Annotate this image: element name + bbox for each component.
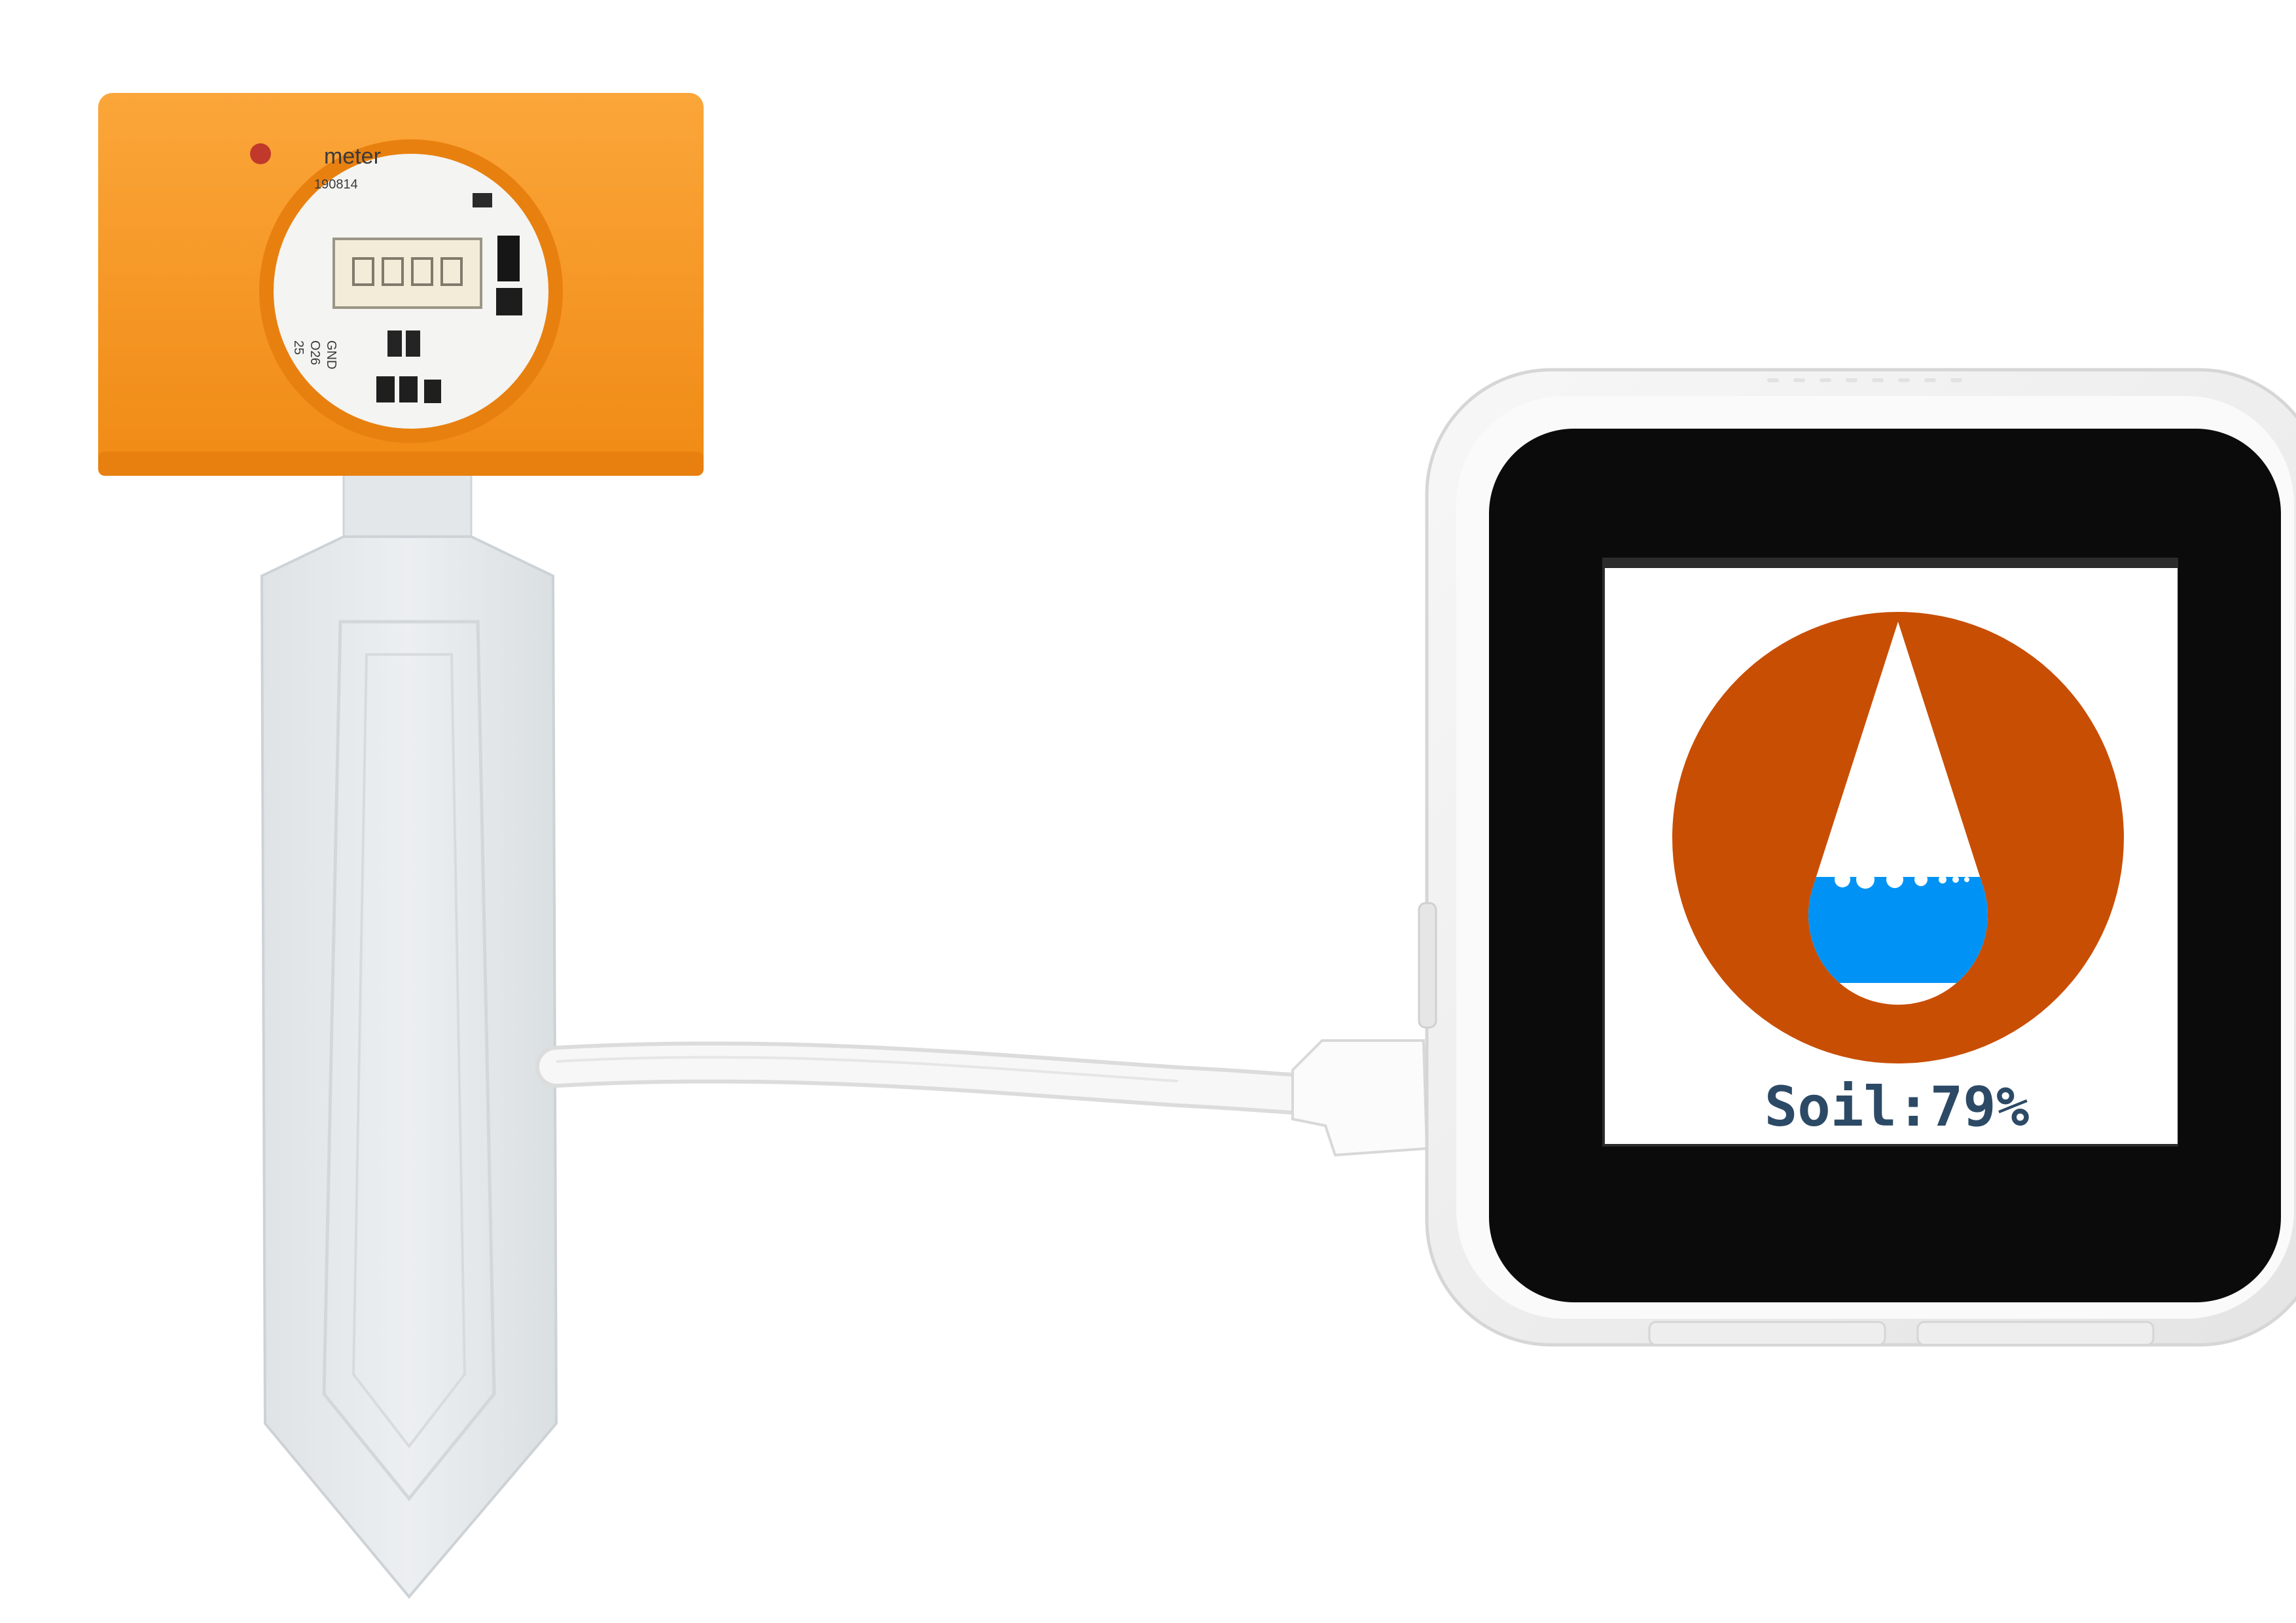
side-button[interactable]: [1418, 902, 1437, 1029]
pcb-label-meter: meter: [324, 144, 381, 169]
water-level-fill: [1808, 876, 1988, 983]
pcb-label-code: 190814: [314, 177, 358, 192]
water-bubbles: [1835, 870, 1969, 889]
grove-connector: [332, 238, 482, 309]
water-bubble: [1886, 870, 1903, 888]
water-bubble: [1914, 872, 1928, 886]
water-bubble: [1939, 875, 1946, 883]
bottom-button-right[interactable]: [1916, 1321, 2155, 1346]
water-bubble: [1835, 871, 1850, 887]
water-bubble: [1964, 876, 1969, 882]
water-bubble: [1856, 870, 1874, 889]
bottom-button-left[interactable]: [1648, 1321, 1886, 1346]
probe-blade: [260, 535, 558, 1599]
grove-cable: [535, 1039, 1429, 1157]
soil-moisture-sensor: meter 190814 25 O26 GND: [98, 93, 704, 1599]
moisture-gauge: [1672, 612, 2124, 1063]
cable-plug: [1291, 1039, 1429, 1157]
water-bubble: [1952, 876, 1959, 883]
sensor-housing: meter 190814 25 O26 GND: [98, 93, 704, 476]
pcb-pin-label-3: GND: [324, 340, 338, 369]
sensor-probe: [260, 457, 558, 1599]
pcb-pin-label-2: O26: [308, 340, 322, 365]
device-screen: Soil:79%: [1602, 558, 2178, 1147]
m5stick-device: Soil:79%: [1418, 368, 2296, 1347]
status-led: [250, 143, 271, 164]
pcb-pin-label-1: 25: [291, 340, 306, 355]
soil-reading-text: Soil:79%: [1765, 1075, 2030, 1139]
